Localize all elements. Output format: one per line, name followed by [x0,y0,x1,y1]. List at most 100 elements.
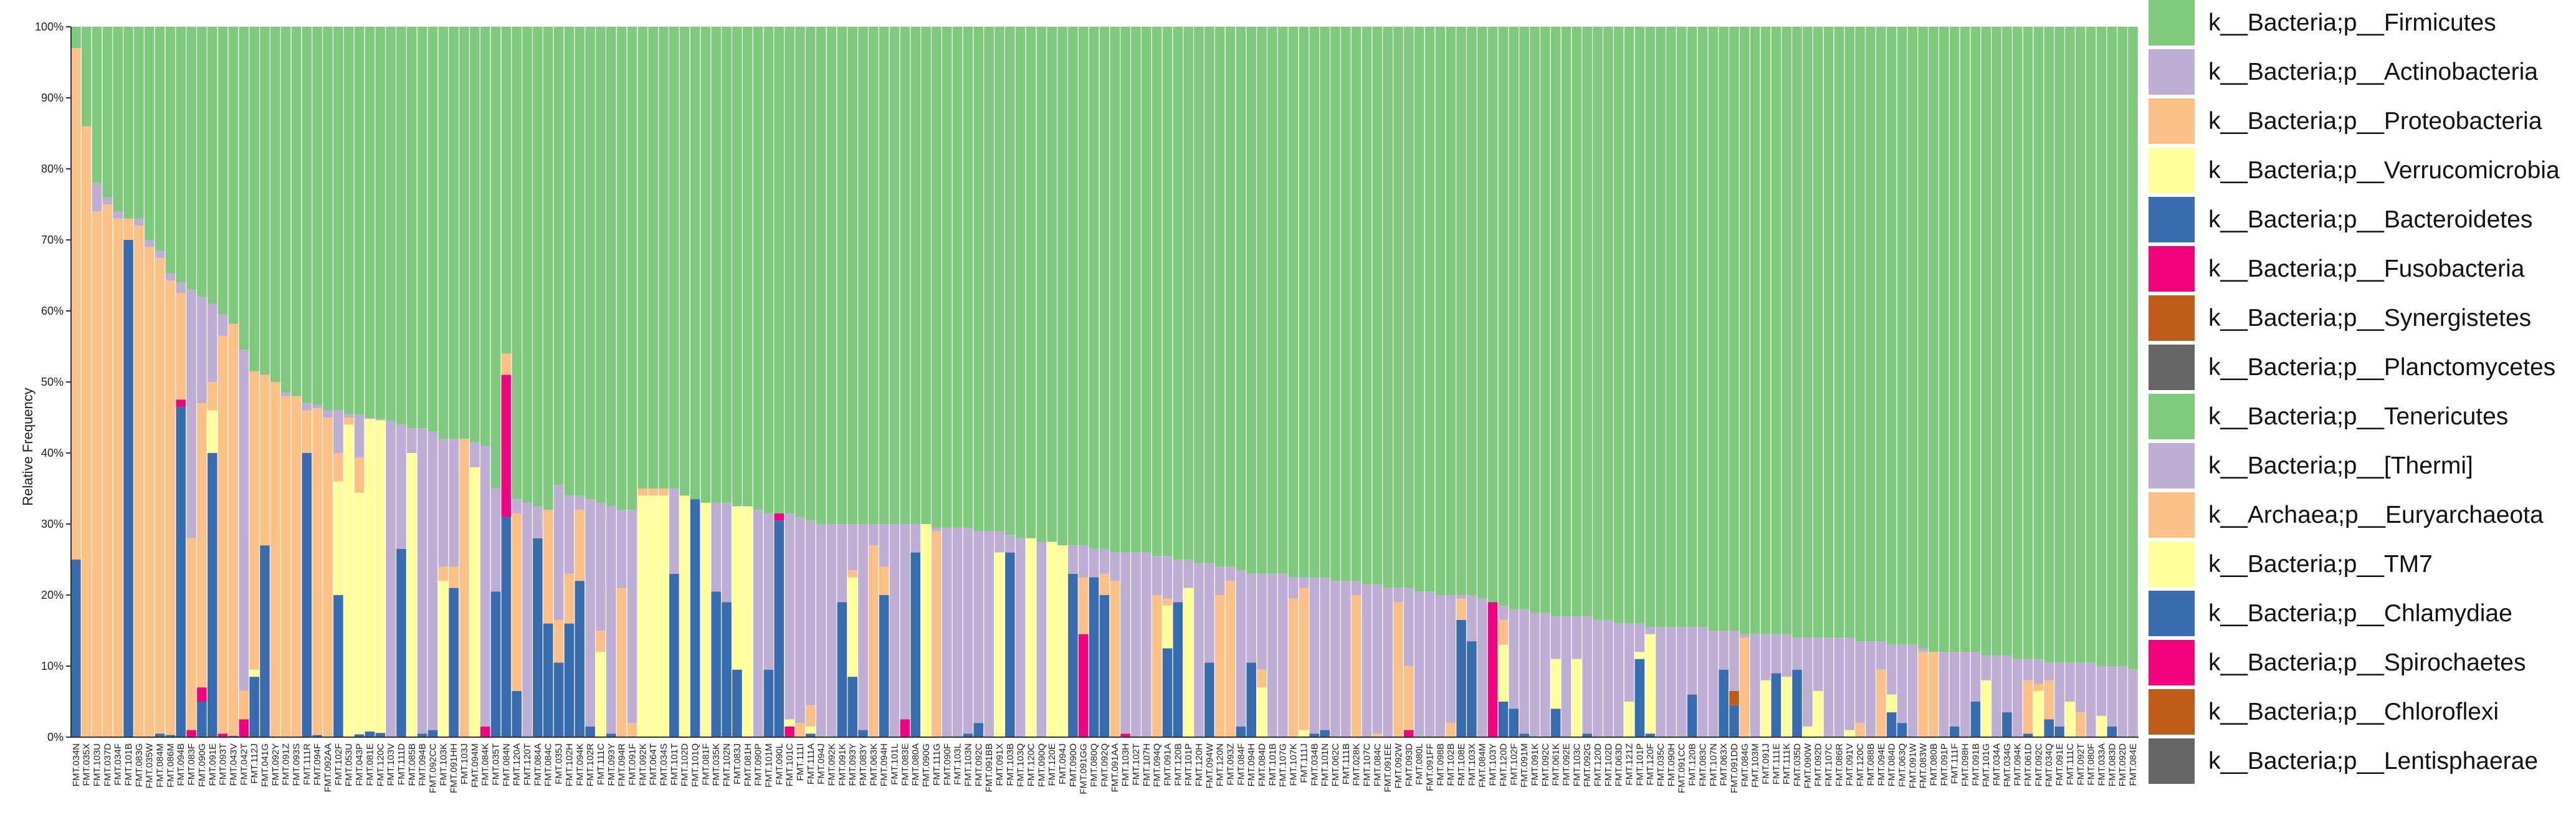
bar-segment-actinobacteria [1540,613,1550,737]
bar-stack [1068,27,1078,737]
bar-segment-bacteroidetes [1645,733,1656,737]
bar-stack [323,27,333,737]
bar-segment-proteobacteria [1078,577,1089,634]
bar-segment-firmicutes [1057,27,1067,546]
bar-segment-firmicutes [1152,27,1162,556]
bar-segment-fusobacteria [1078,634,1089,737]
x-tick-label: FMT.101C [785,743,795,786]
bar-segment-verrucomicrobia [375,420,386,733]
bar-segment-firmicutes [648,27,658,489]
bar-stack [1435,27,1446,737]
bar-stack [427,27,438,737]
legend-item: k__Bacteria;p__Verrucomicrobia [2149,148,2576,193]
bar-segment-proteobacteria [323,417,333,737]
bar-stack [858,27,868,737]
bar-segment-firmicutes [113,27,123,212]
bar-stack [490,27,501,737]
bar-segment-actinobacteria [2044,662,2054,680]
bar-segment-actinobacteria [585,499,595,727]
bar-segment-actinobacteria [942,527,952,737]
bar-segment-verrucomicrobia [2065,702,2075,737]
x-tick-label: FMT.101B [1267,743,1278,786]
legend-label: k__Bacteria;p__Planctomycetes [2208,353,2556,381]
bar-segment-firmicutes [1036,27,1047,542]
bar-segment-firmicutes [1089,27,1099,549]
bar-segment-actinobacteria [522,502,532,737]
x-tick-label: FMT.103X [1467,743,1477,786]
legend-item: k__Bacteria;p__Proteobacteria [2149,98,2576,144]
bar-segment-bacteroidetes [690,499,700,737]
bar-segment-actinobacteria [1183,560,1193,588]
legend-swatch [2149,394,2195,439]
x-tick-label: FMT.094M [470,743,480,788]
bar-segment-proteobacteria [2075,712,2086,737]
x-tick-label: FMT.091BB [984,743,995,792]
bar-segment-actinobacteria [1719,631,1729,670]
bar-stack [165,27,176,737]
x-tick-label: FMT.037D [102,743,113,786]
bar-stack [1099,27,1110,737]
bar-segment-firmicutes [805,27,816,521]
bar-segment-actinobacteria [1656,627,1666,737]
bar-segment-actinobacteria [155,250,165,258]
bar-segment-verrucomicrobia [637,495,648,737]
bar-segment-firmicutes [302,27,312,404]
bar-stack [1530,27,1540,737]
x-tick-label: FMT.120F [1645,743,1656,786]
bar-segment-firmicutes [427,27,438,432]
x-tick-label: FMT.111K [1782,743,1792,784]
bar-segment-actinobacteria [1855,641,1865,723]
x-tick-label: FMT.103J [459,743,470,784]
bar-segment-actinobacteria [932,527,942,532]
bar-segment-proteobacteria [207,382,217,411]
bar-segment-bacteroidetes [879,595,889,737]
bar-stack [1277,27,1288,737]
x-tick-label: FMT.120C [375,743,386,786]
x-tick-label: FMT.091AA [1110,743,1120,792]
x-tick-label: FMT.108E [1456,743,1467,786]
bar-segment-firmicutes [1540,27,1550,613]
x-tick-label: FMT.091Z [281,743,292,786]
bar-segment-bacteroidetes [711,591,722,737]
bar-segment-proteobacteria [501,353,512,375]
bar-stack [1320,27,1330,737]
bar-stack [816,27,826,737]
bar-segment-firmicutes [134,27,144,219]
bar-segment-actinobacteria [858,524,868,730]
x-tick-label: FMT.120H [1194,743,1205,786]
bar-segment-actinobacteria [113,211,123,219]
legend-swatch [2149,345,2195,390]
bar-segment-bacteroidetes [543,623,553,737]
bar-segment-verrucomicrobia [742,506,753,737]
bar-segment-proteobacteria [438,566,449,581]
bar-segment-bacteroidetes [176,406,186,737]
bar-segment-bacteroidetes [1886,712,1897,737]
bar-segment-firmicutes [1739,27,1750,634]
x-tick-label: FMT.103L [953,743,963,785]
bar-segment-firmicutes [417,27,427,429]
bar-stack [942,27,952,737]
bar-segment-actinobacteria [1131,552,1141,737]
bar-segment-firmicutes [1907,27,1918,645]
bar-segment-bacteroidetes [2107,726,2117,737]
bar-stack [280,27,291,737]
bar-segment-firmicutes [973,27,984,532]
x-tick-label: FMT.061K [1551,743,1562,786]
bar-segment-actinobacteria [1509,609,1519,709]
x-tick-label: FMT.093Y [847,743,858,786]
bar-segment-firmicutes [1624,27,1634,624]
bar-segment-actinobacteria [1288,577,1299,599]
bar-segment-actinobacteria [386,421,396,737]
bar-segment-actinobacteria [1446,595,1456,723]
x-tick-label: FMT.107C [1824,743,1834,786]
bar-segment-actinobacteria [669,489,679,574]
bar-stack [2002,27,2012,737]
x-tick-label: FMT.035K [711,743,722,786]
bar-segment-proteobacteria [92,211,102,737]
bar-segment-actinobacteria [1414,591,1424,737]
x-tick-label: FMT.111D [396,743,407,785]
bar-segment-firmicutes [932,27,942,528]
bar-stack [900,27,910,737]
x-tick-label: FMT.103N [963,743,973,786]
bar-segment-proteobacteria [343,417,354,425]
